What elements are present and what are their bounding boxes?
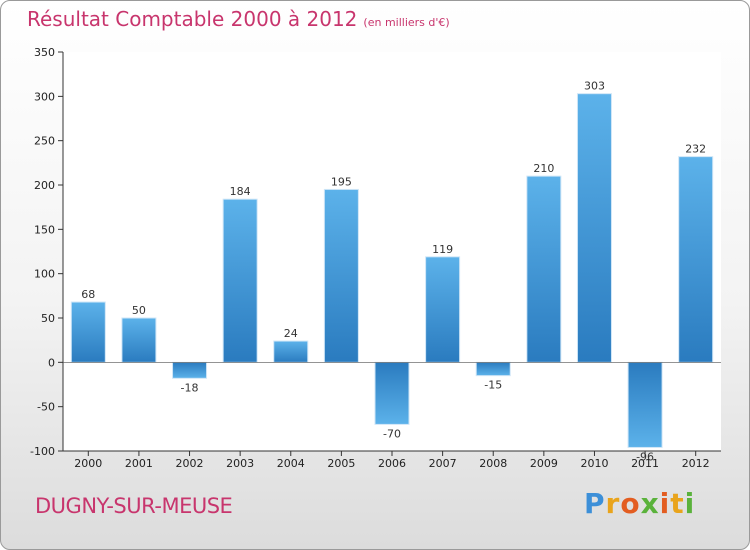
bar-2008 bbox=[475, 361, 511, 377]
title-main: Résultat Comptable 2000 à 2012 bbox=[27, 7, 358, 31]
y-tick-label: 0 bbox=[48, 356, 55, 369]
y-tick-label: 100 bbox=[34, 268, 55, 281]
value-label-2008: -15 bbox=[484, 379, 502, 392]
bar-2000 bbox=[70, 301, 106, 363]
brand-letter: o bbox=[620, 487, 641, 520]
y-tick-label: 250 bbox=[34, 135, 55, 148]
x-tick-label: 2004 bbox=[277, 457, 305, 470]
bar-2006 bbox=[374, 361, 410, 425]
brand-letter: i bbox=[684, 487, 696, 520]
value-label-2012: 232 bbox=[685, 143, 706, 156]
x-tick-label: 2009 bbox=[530, 457, 558, 470]
chart-title: Résultat Comptable 2000 à 2012 (en millie… bbox=[27, 7, 450, 31]
value-label-2002: -18 bbox=[181, 381, 199, 394]
y-tick-label: -50 bbox=[37, 401, 55, 414]
brand-letter: x bbox=[640, 487, 660, 520]
x-tick-label: 2012 bbox=[682, 457, 710, 470]
brand-letter: r bbox=[605, 487, 621, 520]
bar-2009 bbox=[526, 175, 562, 363]
brand-letter: i bbox=[659, 487, 671, 520]
x-tick-label: 2002 bbox=[176, 457, 204, 470]
bar-2011 bbox=[627, 361, 663, 448]
value-label-2001: 50 bbox=[132, 304, 146, 317]
value-label-2011: -96 bbox=[636, 450, 654, 463]
city-name: DUGNY-SUR-MEUSE bbox=[35, 494, 233, 518]
y-tick-label: 300 bbox=[34, 90, 55, 103]
value-label-2007: 119 bbox=[432, 243, 453, 256]
brand-letter: P bbox=[584, 487, 606, 520]
brand-letter: t bbox=[670, 487, 685, 520]
bar-2007 bbox=[425, 256, 461, 363]
bar-2004 bbox=[273, 340, 309, 363]
proxiti-logo: Proxiti bbox=[584, 487, 695, 520]
value-label-2003: 184 bbox=[230, 185, 251, 198]
x-tick-label: 2011 bbox=[631, 457, 659, 470]
title-unit: (en milliers d'€) bbox=[363, 16, 450, 29]
x-tick-label: 2001 bbox=[125, 457, 153, 470]
bar-2012 bbox=[678, 156, 714, 363]
value-label-2000: 68 bbox=[81, 288, 95, 301]
bar-2003 bbox=[222, 198, 258, 363]
y-tick-label: 50 bbox=[41, 312, 55, 325]
x-tick-label: 2000 bbox=[74, 457, 102, 470]
y-tick-label: 200 bbox=[34, 179, 55, 192]
value-label-2005: 195 bbox=[331, 175, 352, 188]
x-tick-label: 2003 bbox=[226, 457, 254, 470]
value-label-2009: 210 bbox=[533, 162, 554, 175]
y-tick-label: 150 bbox=[34, 223, 55, 236]
x-tick-label: 2006 bbox=[378, 457, 406, 470]
bar-2002 bbox=[172, 361, 208, 379]
y-tick-label: 350 bbox=[34, 46, 55, 59]
bar-2005 bbox=[323, 188, 359, 363]
value-label-2006: -70 bbox=[383, 427, 401, 440]
value-label-2004: 24 bbox=[284, 327, 298, 340]
bar-2010 bbox=[576, 93, 612, 363]
x-tick-label: 2010 bbox=[580, 457, 608, 470]
y-tick-label: -100 bbox=[30, 445, 55, 458]
x-tick-label: 2007 bbox=[429, 457, 457, 470]
x-tick-label: 2008 bbox=[479, 457, 507, 470]
bar-2001 bbox=[121, 317, 157, 363]
value-label-2010: 303 bbox=[584, 80, 605, 93]
x-tick-label: 2005 bbox=[327, 457, 355, 470]
